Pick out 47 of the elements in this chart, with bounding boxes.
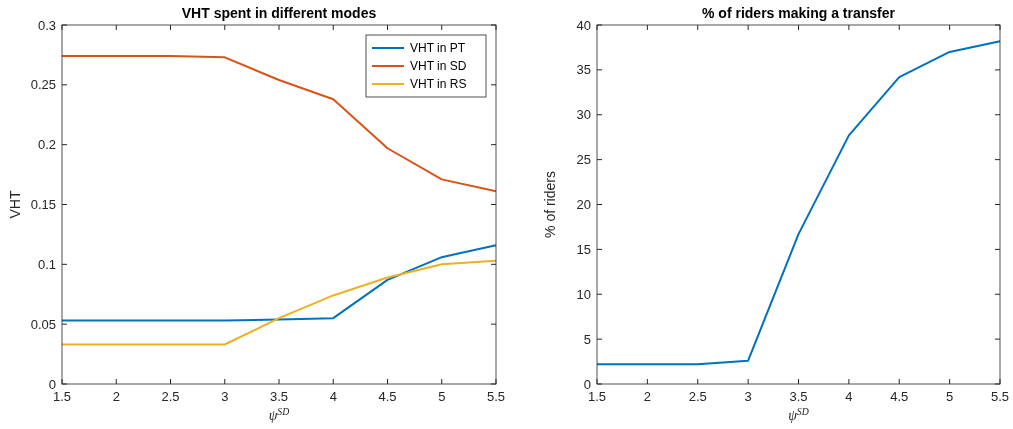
- y-tick-label: 30: [576, 107, 591, 123]
- x-tick-label: 2: [643, 389, 651, 404]
- legend-label: VHT in PT: [410, 41, 466, 55]
- y-tick-label: 0: [48, 376, 56, 392]
- line-series: [61, 55, 497, 193]
- x-tick-label: 4: [329, 389, 337, 404]
- y-tick-label: 20: [576, 197, 591, 212]
- line-series: [61, 244, 497, 322]
- x-tick-label: 5.5: [990, 389, 1010, 404]
- legend-label: VHT in RS: [410, 77, 467, 91]
- x-tick-label: 4.5: [378, 389, 397, 404]
- legend-label: VHT in SD: [410, 59, 467, 73]
- x-tick-label: 5: [946, 389, 954, 404]
- y-tick-label: 0.1: [37, 256, 56, 272]
- x-tick-label: 3.5: [269, 389, 289, 404]
- y-tick-label: 0: [583, 376, 591, 392]
- y-tick-label: 0.2: [37, 137, 56, 153]
- line-series: [596, 40, 1001, 366]
- x-tick-label: 4: [845, 389, 853, 404]
- chart-title: VHT spent in different modes: [181, 5, 377, 21]
- y-tick-label: 10: [576, 286, 591, 302]
- x-tick-label: 3: [221, 389, 229, 404]
- y-tick-label: 5: [583, 331, 591, 347]
- x-tick-label: 2: [112, 389, 120, 404]
- y-tick-label: 0.05: [30, 316, 56, 332]
- y-tick-label: 40: [576, 17, 591, 33]
- y-tick-label: 15: [576, 241, 591, 257]
- x-axis-title: ψ$^{SD}$: [268, 405, 290, 423]
- y-tick-label: 0.3: [37, 17, 56, 33]
- line-series: [61, 259, 497, 346]
- y-tick-label: 0.25: [30, 77, 56, 93]
- x-tick-label: 5: [438, 389, 446, 404]
- x-tick-label: 1.5: [587, 389, 607, 404]
- x-tick-label: 2.5: [688, 389, 707, 404]
- y-axis-title: % of riders: [542, 171, 558, 238]
- x-axis-title: ψ$^{SD}$: [788, 405, 809, 423]
- x-tick-label: 3.5: [789, 389, 808, 404]
- y-tick-label: 25: [576, 152, 591, 168]
- x-tick-label: 2.5: [161, 389, 180, 404]
- x-tick-label: 1.5: [52, 389, 72, 404]
- y-tick-label: 0.15: [30, 197, 56, 212]
- chart-title: % of riders making a transfer: [702, 5, 896, 21]
- x-tick-label: 4.5: [890, 389, 909, 404]
- y-axis-title: VHT: [7, 190, 23, 219]
- y-tick-label: 35: [576, 62, 591, 78]
- x-tick-label: 5.5: [486, 389, 506, 404]
- x-tick-label: 3: [744, 389, 752, 404]
